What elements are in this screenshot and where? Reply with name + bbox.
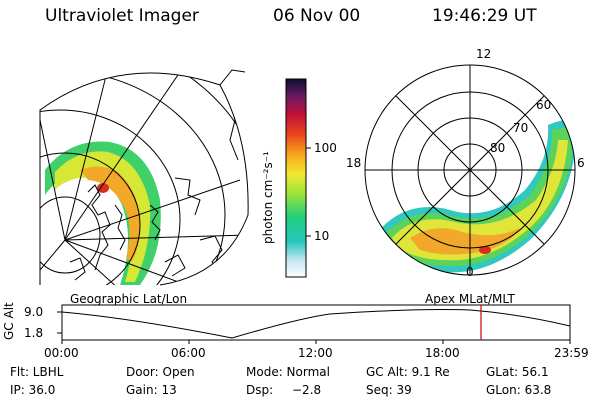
time-label: 19:46:29 UT [432, 6, 537, 26]
polar-plot [364, 64, 576, 276]
info-door: Door: Open [126, 365, 195, 379]
date-label: 06 Nov 00 [273, 6, 361, 26]
info-glon: GLon: 63.8 [486, 383, 552, 397]
info-gain: Gain: 13 [126, 383, 177, 397]
mlt-label-0: 0 [466, 265, 474, 279]
info-dsp-label: Dsp: [246, 383, 274, 397]
time-tick-2359: 23:59 [554, 346, 589, 360]
aurora-core [80, 166, 141, 262]
altitude-ylabel: GC Alt [2, 302, 16, 340]
info-gc-alt: GC Alt: 9.1 Re [366, 365, 450, 379]
mlt-label-6: 6 [577, 156, 585, 170]
geographic-map [39, 69, 249, 286]
colorbar [285, 78, 311, 278]
info-filter: Flt: LBHL [10, 365, 64, 379]
info-glat: GLat: 56.1 [486, 365, 549, 379]
lat-label-80: 80 [490, 141, 506, 155]
polar-aurora-orange [410, 228, 520, 255]
info-ip: IP: 36.0 [10, 383, 56, 397]
info-dsp-value: −2.8 [292, 383, 322, 397]
instrument-title: Ultraviolet Imager [45, 6, 199, 26]
info-seq: Seq: 39 [366, 383, 412, 397]
lat-label-70: 70 [513, 121, 529, 135]
time-tick-0000: 00:00 [44, 346, 79, 360]
lat-label-60: 60 [536, 98, 552, 112]
colorbar-unit-label: photon cm⁻²s⁻¹ [261, 151, 275, 244]
colorbar-tick-10: 10 [314, 229, 330, 243]
altitude-plot [57, 304, 571, 344]
altitude-ytick-high: 9.0 [24, 305, 44, 319]
right-panel-label: Apex MLat/MLT [425, 292, 515, 306]
left-panel-label: Geographic Lat/Lon [70, 292, 188, 306]
altitude-curve [61, 309, 571, 339]
info-mode: Mode: Normal [246, 365, 330, 379]
colorbar-tick-100: 100 [314, 141, 337, 155]
mlt-label-18: 18 [346, 156, 362, 170]
mlt-label-12: 12 [476, 47, 492, 61]
time-tick-1800: 18:00 [425, 346, 460, 360]
time-tick-1200: 12:00 [298, 346, 333, 360]
altitude-ytick-low: 1.8 [24, 326, 44, 340]
time-tick-0600: 06:00 [171, 346, 206, 360]
